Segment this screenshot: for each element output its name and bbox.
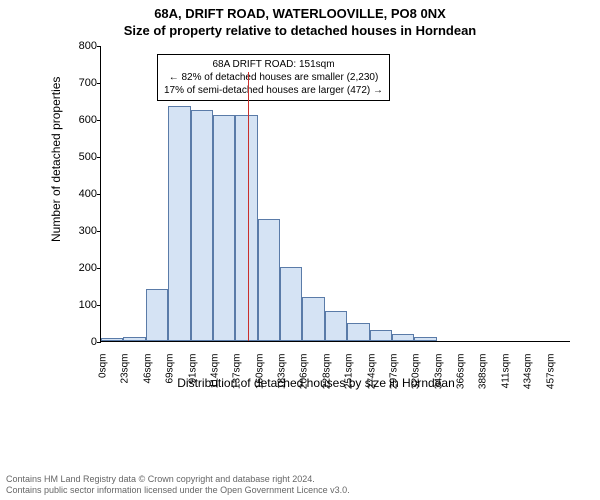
plot-area: 68A DRIFT ROAD: 151sqm ← 82% of detached… bbox=[100, 46, 570, 342]
histogram-bar bbox=[258, 219, 280, 341]
y-tick-mark bbox=[97, 157, 101, 158]
chart-title-sub: Size of property relative to detached ho… bbox=[0, 23, 600, 38]
histogram-bar bbox=[146, 289, 168, 341]
y-tick-label: 400 bbox=[65, 188, 97, 200]
chart-title-block: 68A, DRIFT ROAD, WATERLOOVILLE, PO8 0NX … bbox=[0, 0, 600, 38]
annotation-box: 68A DRIFT ROAD: 151sqm ← 82% of detached… bbox=[157, 54, 390, 101]
y-tick-mark bbox=[97, 194, 101, 195]
histogram-bar bbox=[414, 337, 436, 341]
y-tick-mark bbox=[97, 231, 101, 232]
y-tick-mark bbox=[97, 120, 101, 121]
annotation-line-2: ← 82% of detached houses are smaller (2,… bbox=[164, 71, 383, 84]
histogram-bar bbox=[392, 334, 414, 341]
y-tick-label: 500 bbox=[65, 151, 97, 163]
y-tick-mark bbox=[97, 305, 101, 306]
y-tick-label: 600 bbox=[65, 114, 97, 126]
histogram-bar bbox=[235, 115, 257, 341]
chart-container: Number of detached properties 68A DRIFT … bbox=[56, 42, 576, 412]
annotation-line-1: 68A DRIFT ROAD: 151sqm bbox=[164, 58, 383, 71]
x-axis-label: Distribution of detached houses by size … bbox=[56, 376, 576, 390]
reference-marker-line bbox=[248, 72, 249, 341]
y-tick-mark bbox=[97, 268, 101, 269]
y-tick-label: 200 bbox=[65, 262, 97, 274]
y-tick-label: 300 bbox=[65, 225, 97, 237]
y-tick-mark bbox=[97, 342, 101, 343]
footer-line-2: Contains public sector information licen… bbox=[6, 485, 350, 496]
y-tick-label: 700 bbox=[65, 77, 97, 89]
histogram-bar bbox=[347, 323, 369, 342]
y-tick-label: 100 bbox=[65, 299, 97, 311]
y-axis-label: Number of detached properties bbox=[49, 77, 63, 242]
y-tick-mark bbox=[97, 83, 101, 84]
y-tick-label: 800 bbox=[65, 40, 97, 52]
footer-line-1: Contains HM Land Registry data © Crown c… bbox=[6, 474, 350, 485]
annotation-line-3: 17% of semi-detached houses are larger (… bbox=[164, 84, 383, 97]
footer-attribution: Contains HM Land Registry data © Crown c… bbox=[6, 474, 350, 497]
chart-title-main: 68A, DRIFT ROAD, WATERLOOVILLE, PO8 0NX bbox=[0, 6, 600, 21]
histogram-bar bbox=[123, 337, 145, 341]
y-tick-label: 0 bbox=[65, 336, 97, 348]
histogram-bar bbox=[302, 297, 324, 341]
y-tick-mark bbox=[97, 46, 101, 47]
histogram-bar bbox=[280, 267, 302, 341]
histogram-bar bbox=[168, 106, 190, 341]
histogram-bar bbox=[325, 311, 347, 341]
histogram-bar bbox=[101, 338, 123, 341]
histogram-bar bbox=[213, 115, 235, 341]
histogram-bar bbox=[191, 110, 213, 341]
histogram-bar bbox=[370, 330, 392, 341]
